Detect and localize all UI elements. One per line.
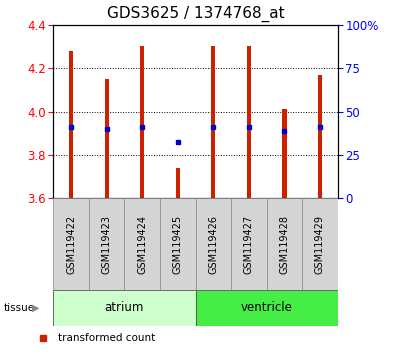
Bar xyxy=(211,46,215,198)
Bar xyxy=(53,198,89,290)
Bar xyxy=(140,46,144,198)
Text: atrium: atrium xyxy=(105,302,144,314)
Bar xyxy=(318,75,322,198)
Bar xyxy=(69,51,73,198)
Bar xyxy=(124,198,160,290)
Title: GDS3625 / 1374768_at: GDS3625 / 1374768_at xyxy=(107,6,284,22)
Bar xyxy=(105,79,109,198)
Bar xyxy=(89,198,124,290)
Bar xyxy=(231,198,267,290)
Text: GSM119424: GSM119424 xyxy=(137,215,147,274)
Text: transformed count: transformed count xyxy=(58,332,155,343)
Text: ▶: ▶ xyxy=(32,303,39,313)
Bar xyxy=(247,46,251,198)
Text: GSM119422: GSM119422 xyxy=(66,215,76,274)
Bar xyxy=(160,198,196,290)
Bar xyxy=(196,290,338,326)
Text: GSM119428: GSM119428 xyxy=(279,215,290,274)
Bar xyxy=(176,168,180,198)
Bar xyxy=(196,198,231,290)
Bar xyxy=(53,290,196,326)
Text: GSM119426: GSM119426 xyxy=(208,215,218,274)
Bar xyxy=(267,198,302,290)
Text: GSM119423: GSM119423 xyxy=(102,215,112,274)
Text: tissue: tissue xyxy=(4,303,35,313)
Text: GSM119425: GSM119425 xyxy=(173,215,183,274)
Bar xyxy=(282,109,286,198)
Text: ventricle: ventricle xyxy=(241,302,293,314)
Text: GSM119429: GSM119429 xyxy=(315,215,325,274)
Bar xyxy=(302,198,338,290)
Text: GSM119427: GSM119427 xyxy=(244,215,254,274)
